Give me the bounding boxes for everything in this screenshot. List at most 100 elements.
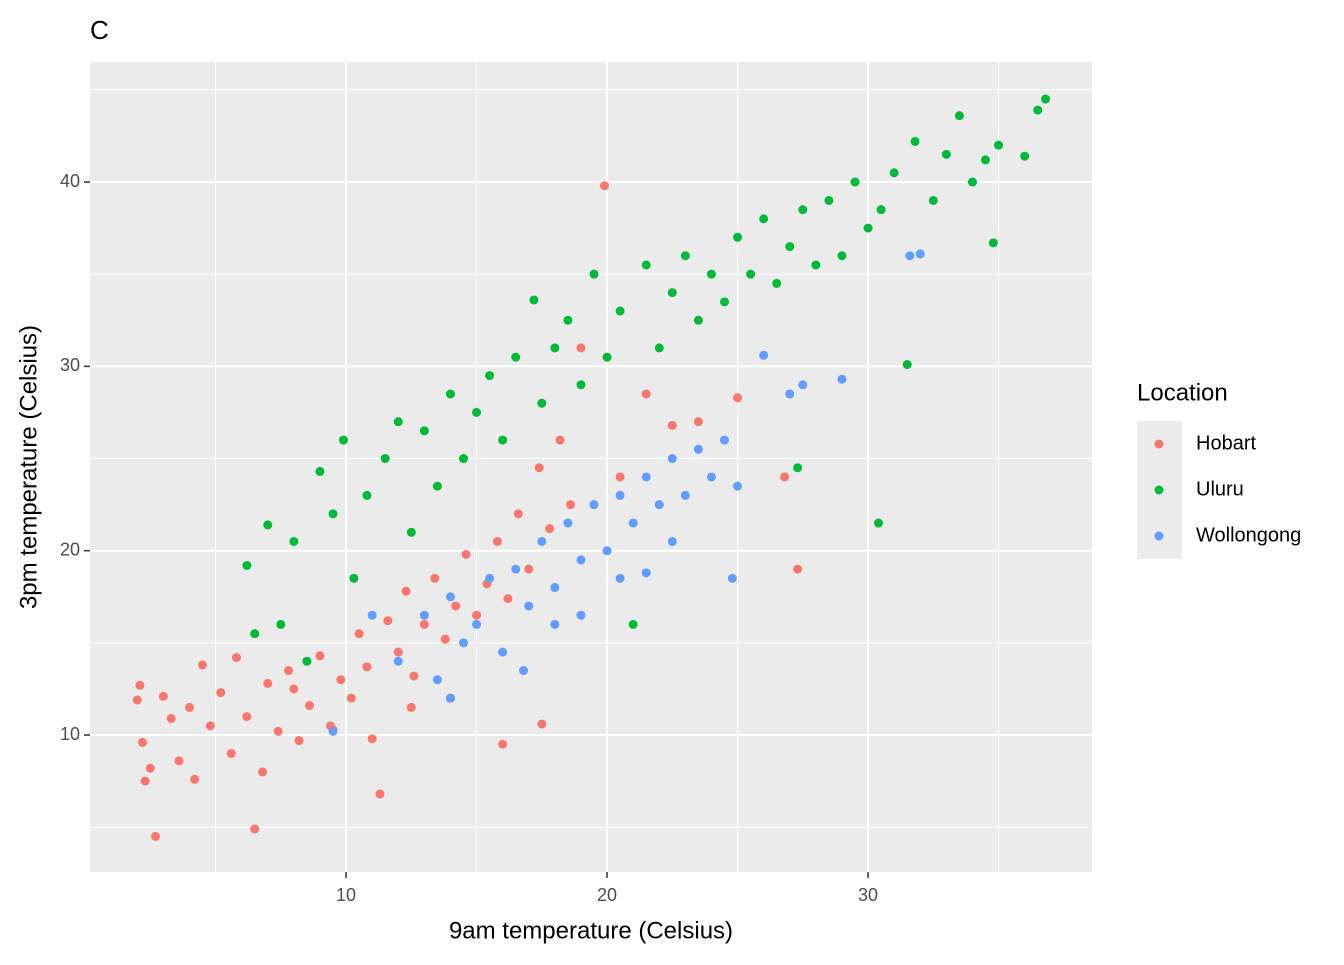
point xyxy=(315,651,325,661)
point xyxy=(576,343,586,353)
point xyxy=(994,140,1004,150)
point xyxy=(981,155,991,165)
point xyxy=(445,389,455,399)
point xyxy=(667,288,677,298)
point xyxy=(472,619,482,629)
point xyxy=(140,776,150,786)
point xyxy=(184,702,194,712)
point xyxy=(566,500,576,510)
legend: Hobart Uluru Wollongong xyxy=(1137,421,1301,559)
point xyxy=(537,398,547,408)
point xyxy=(967,177,977,187)
point xyxy=(461,549,471,559)
point xyxy=(393,647,403,657)
chart-title: C xyxy=(90,15,109,45)
point xyxy=(503,594,513,604)
point xyxy=(472,407,482,417)
point xyxy=(158,691,168,701)
point xyxy=(555,435,565,445)
point xyxy=(367,734,377,744)
point xyxy=(928,195,938,205)
point xyxy=(641,568,651,578)
point xyxy=(338,435,348,445)
point xyxy=(576,380,586,390)
point xyxy=(174,756,184,766)
point xyxy=(850,177,860,187)
y-axis-title: 3pm temperature (Celsius) xyxy=(15,325,42,609)
point xyxy=(498,739,508,749)
point xyxy=(362,662,372,672)
point xyxy=(889,168,899,178)
point xyxy=(393,417,403,427)
point xyxy=(430,573,440,583)
point xyxy=(759,214,769,224)
point xyxy=(772,278,782,288)
point xyxy=(589,269,599,279)
point xyxy=(615,306,625,316)
point xyxy=(693,444,703,454)
point xyxy=(406,702,416,712)
point xyxy=(537,536,547,546)
point xyxy=(226,748,236,758)
point xyxy=(445,592,455,602)
point xyxy=(1041,94,1051,104)
point xyxy=(727,573,737,583)
point xyxy=(289,684,299,694)
point xyxy=(915,249,925,259)
point xyxy=(534,463,544,473)
point xyxy=(231,653,241,663)
point xyxy=(498,435,508,445)
point xyxy=(190,774,200,784)
point xyxy=(785,242,795,252)
point xyxy=(599,181,609,191)
point xyxy=(458,638,468,648)
point xyxy=(615,490,625,500)
point xyxy=(785,389,795,399)
point xyxy=(258,767,268,777)
point xyxy=(472,610,482,620)
point xyxy=(615,573,625,583)
point xyxy=(132,695,142,705)
point xyxy=(720,297,730,307)
point xyxy=(250,824,260,834)
point xyxy=(445,693,455,703)
point xyxy=(654,343,664,353)
points xyxy=(132,94,1051,841)
point xyxy=(511,564,521,574)
point xyxy=(529,295,539,305)
point xyxy=(284,666,294,676)
point xyxy=(432,481,442,491)
point xyxy=(242,560,252,570)
point xyxy=(419,610,429,620)
point xyxy=(576,555,586,565)
point xyxy=(576,610,586,620)
point xyxy=(519,666,529,676)
point xyxy=(250,629,260,639)
point xyxy=(550,343,560,353)
point xyxy=(485,573,495,583)
point xyxy=(197,660,207,670)
point xyxy=(151,831,161,841)
point xyxy=(315,466,325,476)
point xyxy=(902,360,912,370)
x-axis-title: 9am temperature (Celsius) xyxy=(449,917,733,944)
point xyxy=(641,389,651,399)
point xyxy=(513,509,523,519)
point xyxy=(458,454,468,464)
point xyxy=(811,260,821,270)
point xyxy=(876,205,886,215)
y-tick-label: 30 xyxy=(60,355,80,375)
point xyxy=(354,629,364,639)
point xyxy=(602,352,612,362)
legend-label: Uluru xyxy=(1196,478,1244,500)
point xyxy=(367,610,377,620)
point xyxy=(545,524,555,534)
point xyxy=(346,693,356,703)
point xyxy=(409,671,419,681)
point xyxy=(798,380,808,390)
point xyxy=(383,616,393,626)
point xyxy=(706,472,716,482)
point xyxy=(432,675,442,685)
point xyxy=(537,719,547,729)
point xyxy=(693,417,703,427)
